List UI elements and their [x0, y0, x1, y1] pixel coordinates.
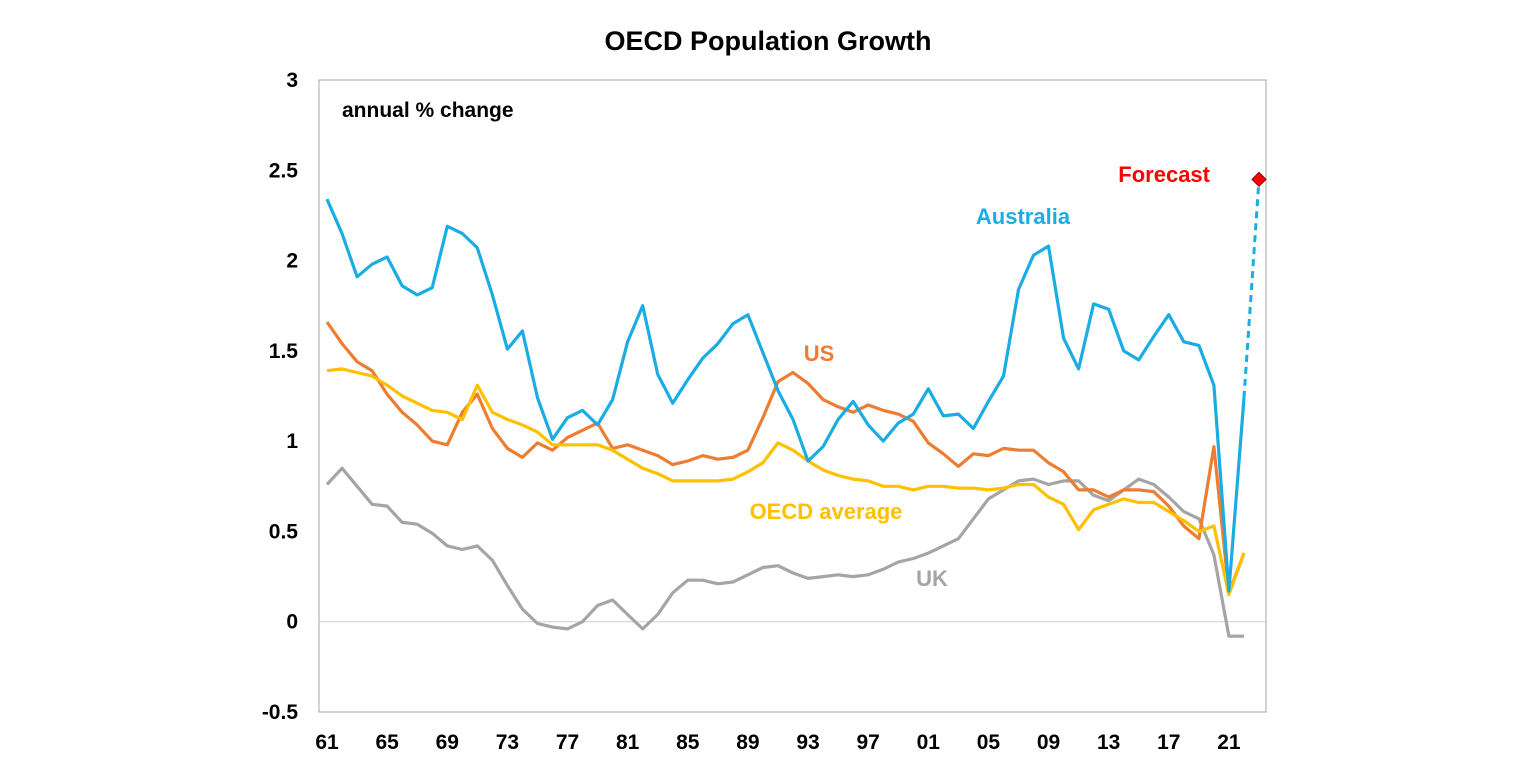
- x-tick-label: 81: [616, 731, 640, 754]
- x-tick-label: 65: [375, 731, 399, 754]
- x-axis: 61 65 69 73 77 81 85 89 93 97 01 05 09 13 17 21: [315, 731, 1241, 754]
- x-tick-label: 69: [436, 731, 459, 754]
- forecast-marker: [1251, 171, 1267, 188]
- y-tick-label: 3: [286, 69, 298, 92]
- x-tick-label: 05: [977, 731, 1001, 754]
- x-tick-label: 89: [736, 731, 759, 754]
- x-tick-label: 13: [1097, 731, 1120, 754]
- australia-label: Australia: [976, 204, 1071, 229]
- x-tick-label: 97: [856, 731, 879, 754]
- x-tick-label: 73: [496, 731, 519, 754]
- chart-title: OECD Population Growth: [605, 26, 932, 56]
- x-tick-label: 01: [917, 731, 941, 754]
- uk-series-line: [325, 466, 1244, 638]
- y-tick-label: 0.5: [269, 520, 299, 543]
- oecd-average-label: OECD average: [750, 499, 903, 524]
- y-axis: -0.5 0 0.5 1 1.5 2 2.5 3: [262, 69, 299, 724]
- us-series-line: [325, 321, 1246, 595]
- y-tick-label: 0: [286, 611, 298, 634]
- y-tick-label: -0.5: [262, 701, 299, 724]
- y-tick-label: 1: [286, 430, 298, 453]
- x-tick-label: 77: [556, 731, 579, 754]
- units-annotation: annual % change: [342, 99, 514, 122]
- australia-series-line: [325, 198, 1246, 593]
- series-lines: [325, 198, 1246, 638]
- x-tick-label: 17: [1157, 731, 1180, 754]
- x-tick-label: 85: [676, 731, 700, 754]
- y-tick-label: 2.5: [269, 159, 299, 182]
- y-tick-label: 1.5: [269, 340, 299, 363]
- forecast-label: Forecast: [1118, 162, 1210, 187]
- forecast-dashed-line: [1242, 179, 1261, 398]
- y-tick-label: 2: [286, 250, 298, 273]
- x-tick-label: 61: [315, 731, 339, 754]
- oecd-average-series-line: [326, 367, 1246, 597]
- x-tick-label: 93: [796, 731, 819, 754]
- us-label: US: [804, 341, 835, 366]
- plot-area-frame: [318, 79, 1267, 713]
- x-tick-label: 09: [1037, 731, 1060, 754]
- uk-label: UK: [916, 566, 948, 591]
- x-tick-label: 21: [1217, 731, 1241, 754]
